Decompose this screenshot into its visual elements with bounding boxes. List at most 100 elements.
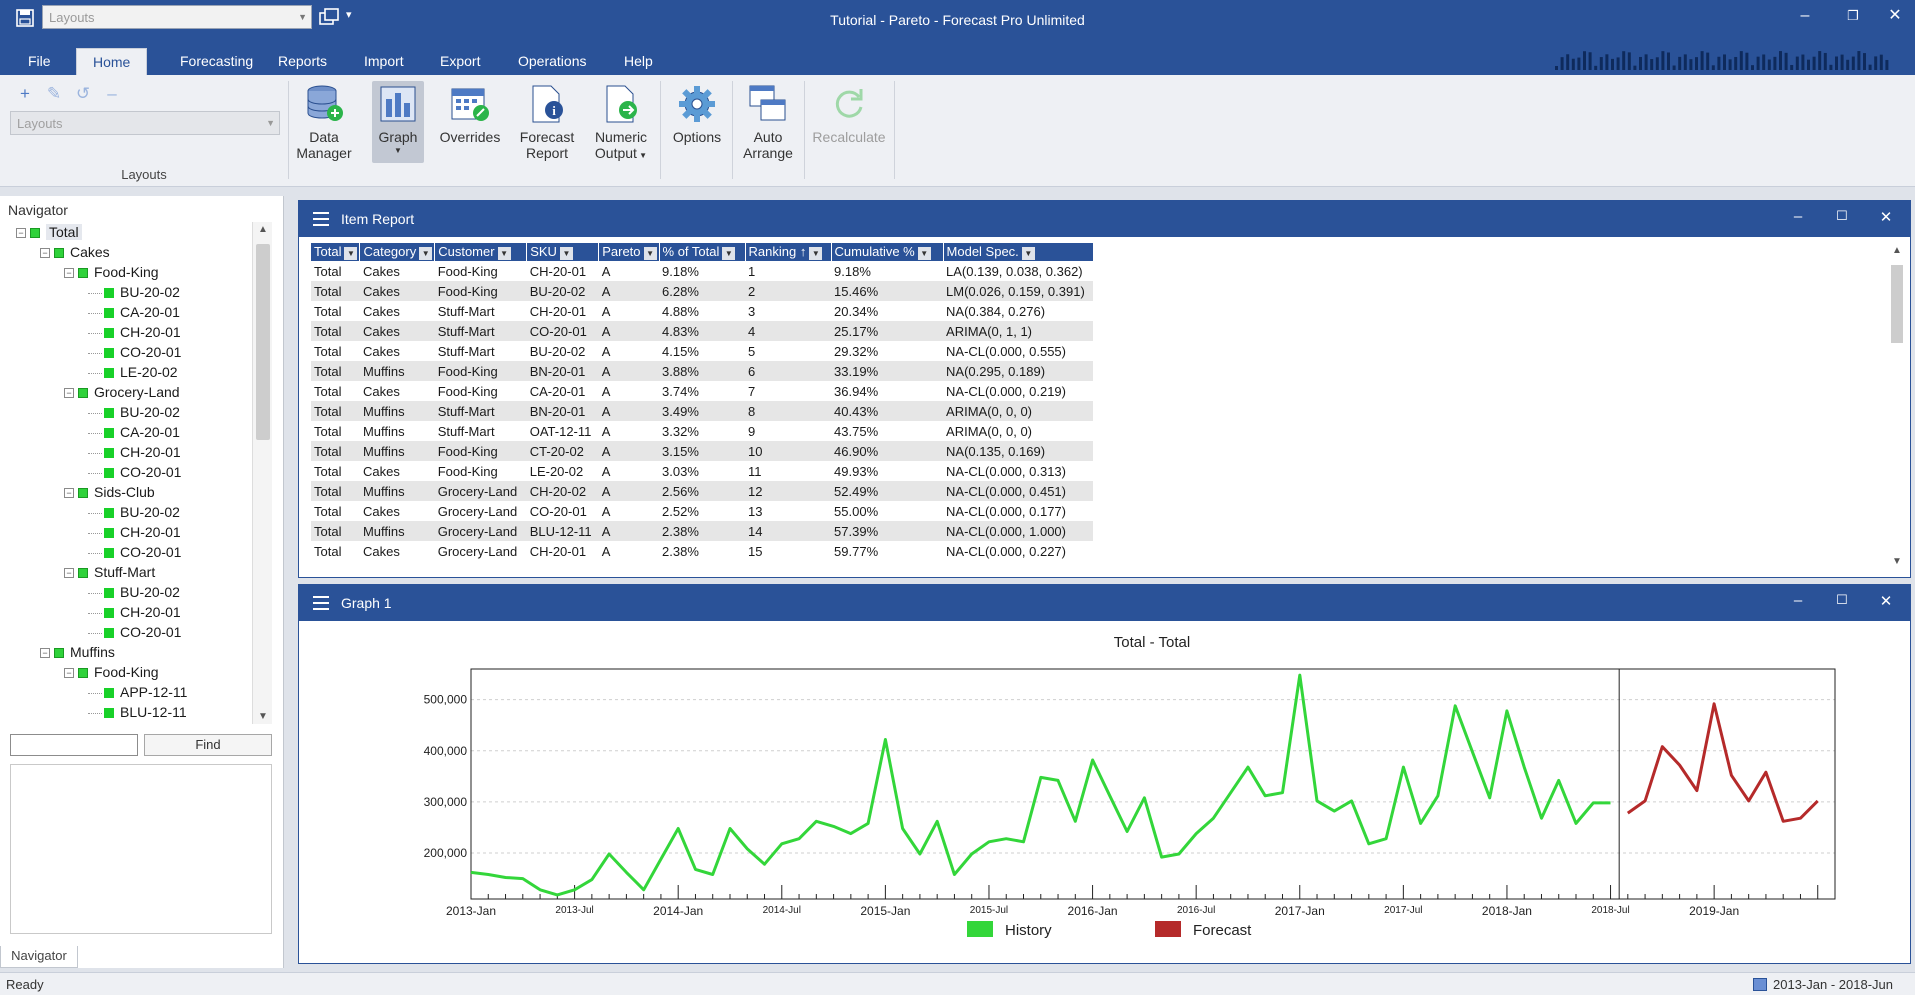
table-row[interactable]: Total Cakes Grocery-Land CO-20-01 A 2.52% 13 55… [311,501,1094,521]
table-row[interactable]: Total Muffins Stuff-Mart OAT-12-11 A 3.32% 9 43… [311,421,1094,441]
table-row[interactable]: Total Muffins Grocery-Land CH-20-02 A 2.56% 12… [311,481,1094,501]
table-row[interactable]: Total Cakes Food-King CH-20-01 A 9.18% 1 9.18% L… [311,261,1094,281]
tree-node-leaf[interactable]: CH-20-01 [8,442,252,462]
collapse-icon[interactable]: − [40,248,50,259]
tree-node-leaf[interactable]: BU-20-02 [8,502,252,522]
scroll-down-icon[interactable]: ▼ [258,711,268,722]
tree-node-leaf[interactable]: CH-20-01 [8,602,252,622]
auto-arrange-button[interactable]: Auto Arrange [733,83,803,161]
find-input[interactable] [10,734,138,756]
filter-dropdown-icon[interactable]: ▼ [497,246,511,260]
close-icon[interactable]: ✕ [1879,209,1893,226]
filter-dropdown-icon[interactable]: ▼ [917,246,931,260]
tree-node-leaf[interactable]: CO-20-01 [8,622,252,642]
collapse-icon[interactable]: − [16,228,26,239]
minimize-icon[interactable]: – [1793,592,1803,609]
tab-operations[interactable]: Operations [518,53,587,69]
collapse-icon[interactable]: − [40,648,50,659]
tree-node-leaf[interactable]: APP-12-11 [8,682,252,702]
navigator-tab[interactable]: Navigator [0,946,78,968]
tree-node-group[interactable]: − Muffins [8,642,252,662]
table-row[interactable]: Total Cakes Food-King BU-20-02 A 6.28% 2 15.46%… [311,281,1094,301]
tab-forecasting[interactable]: Forecasting [180,53,254,69]
column-header[interactable]: Category ▼ [359,243,436,261]
tree-node-group[interactable]: − Grocery-Land [8,382,252,402]
menu-icon[interactable] [313,596,329,614]
tab-file[interactable]: File [28,53,51,69]
filter-dropdown-icon[interactable]: ▼ [344,246,358,260]
collapse-icon[interactable]: − [64,488,74,499]
minimize-button[interactable]: – [1800,7,1810,24]
restore-button[interactable]: ❐ [1847,8,1859,23]
table-row[interactable]: Total Cakes Stuff-Mart CO-20-01 A 4.83% 4 25.17… [311,321,1094,341]
table-row[interactable]: Total Cakes Stuff-Mart BU-20-02 A 4.15% 5 29.32… [311,341,1094,361]
tab-home[interactable]: Home [76,48,148,75]
data-manager-button[interactable]: Data Manager [289,83,359,161]
edit-icon[interactable]: ✎ [46,84,62,103]
collapse-icon[interactable]: − [64,668,74,679]
scroll-up-icon[interactable]: ▲ [258,224,268,235]
tab-reports[interactable]: Reports [278,53,328,69]
forecast-report-button[interactable]: i Forecast Report [512,83,582,161]
tree-node-root[interactable]: − Total [8,222,252,242]
column-header[interactable]: Pareto ▼ [598,243,660,261]
column-header[interactable]: Total ▼ [311,243,361,261]
quick-access-more-icon[interactable]: ▾ [346,9,352,21]
collapse-icon[interactable]: − [64,388,74,399]
tree-node-leaf[interactable]: CA-20-01 [8,422,252,442]
tree-node-leaf[interactable]: BU-20-02 [8,402,252,422]
tree-node-leaf[interactable]: CO-20-01 [8,542,252,562]
table-row[interactable]: Total Muffins Grocery-Land BLU-12-11 A 2.38% 1… [311,521,1094,541]
table-row[interactable]: Total Cakes Stuff-Mart CH-20-01 A 4.88% 3 20.34… [311,301,1094,321]
collapse-icon[interactable]: − [64,268,74,279]
table-row[interactable]: Total Cakes Grocery-Land CH-20-01 A 2.38% 15 59… [311,541,1094,561]
filter-dropdown-icon[interactable]: ▼ [419,246,433,260]
menu-icon[interactable] [313,212,329,230]
tree-node-leaf[interactable]: CH-20-01 [8,522,252,542]
collapse-icon[interactable]: − [64,568,74,579]
column-header[interactable]: SKU ▼ [526,243,600,261]
layouts-combo[interactable]: Layouts ▼ [42,5,312,29]
tree-node-leaf[interactable]: LE-20-02 [8,362,252,382]
navigator-scrollbar[interactable]: ▲ ▼ [252,222,272,724]
table-row[interactable]: Total Muffins Food-King CT-20-02 A 3.15% 10 46.… [311,441,1094,461]
column-header[interactable]: Customer ▼ [434,243,528,261]
item-report-scrollbar[interactable]: ▲ ▼ [1888,243,1906,569]
close-icon[interactable]: ✕ [1879,593,1893,610]
tab-import[interactable]: Import [364,53,404,69]
scroll-thumb[interactable] [256,244,270,440]
switch-windows-icon[interactable] [318,7,342,27]
tree-node-leaf[interactable]: CA-20-01 [8,302,252,322]
table-row[interactable]: Total Cakes Food-King CA-20-01 A 3.74% 7 36.94%… [311,381,1094,401]
tree-node-group[interactable]: − Stuff-Mart [8,562,252,582]
date-range-status[interactable]: 2013-Jan - 2018-Jun [1753,977,1893,992]
scroll-up-icon[interactable]: ▲ [1892,245,1902,256]
close-button[interactable]: ✕ [1888,7,1902,24]
tab-export[interactable]: Export [440,53,481,69]
tree-node-leaf[interactable]: CO-20-01 [8,462,252,482]
tree-node-group[interactable]: − Sids-Club [8,482,252,502]
remove-icon[interactable]: – [107,84,117,103]
tree-node-leaf[interactable]: CH-20-01 [8,322,252,342]
undo-icon[interactable]: ↺ [75,84,91,103]
maximize-icon[interactable]: ☐ [1836,208,1848,223]
maximize-icon[interactable]: ☐ [1836,592,1848,607]
overrides-button[interactable]: Overrides [435,83,505,145]
find-button[interactable]: Find [144,734,272,756]
minimize-icon[interactable]: – [1793,208,1803,225]
filter-dropdown-icon[interactable]: ▼ [722,246,736,260]
column-header[interactable]: % of Total ▼ [659,243,746,261]
filter-dropdown-icon[interactable]: ▼ [643,246,657,260]
add-icon[interactable]: + [20,84,30,103]
table-row[interactable]: Total Muffins Food-King BN-20-01 A 3.88% 6 33.1… [311,361,1094,381]
tab-help[interactable]: Help [624,53,653,69]
scroll-thumb[interactable] [1891,265,1903,343]
filter-dropdown-icon[interactable]: ▼ [809,246,823,260]
table-row[interactable]: Total Cakes Food-King LE-20-02 A 3.03% 11 49.93… [311,461,1094,481]
tree-node-group[interactable]: − Food-King [8,662,252,682]
layouts-dropdown[interactable]: Layouts ▼ [10,111,280,135]
tree-node-leaf[interactable]: BLU-12-11 [8,702,252,722]
tree-node-group[interactable]: − Cakes [8,242,252,262]
tree-node-leaf[interactable]: CO-20-01 [8,342,252,362]
table-row[interactable]: Total Muffins Stuff-Mart BN-20-01 A 3.49% 8 40.… [311,401,1094,421]
